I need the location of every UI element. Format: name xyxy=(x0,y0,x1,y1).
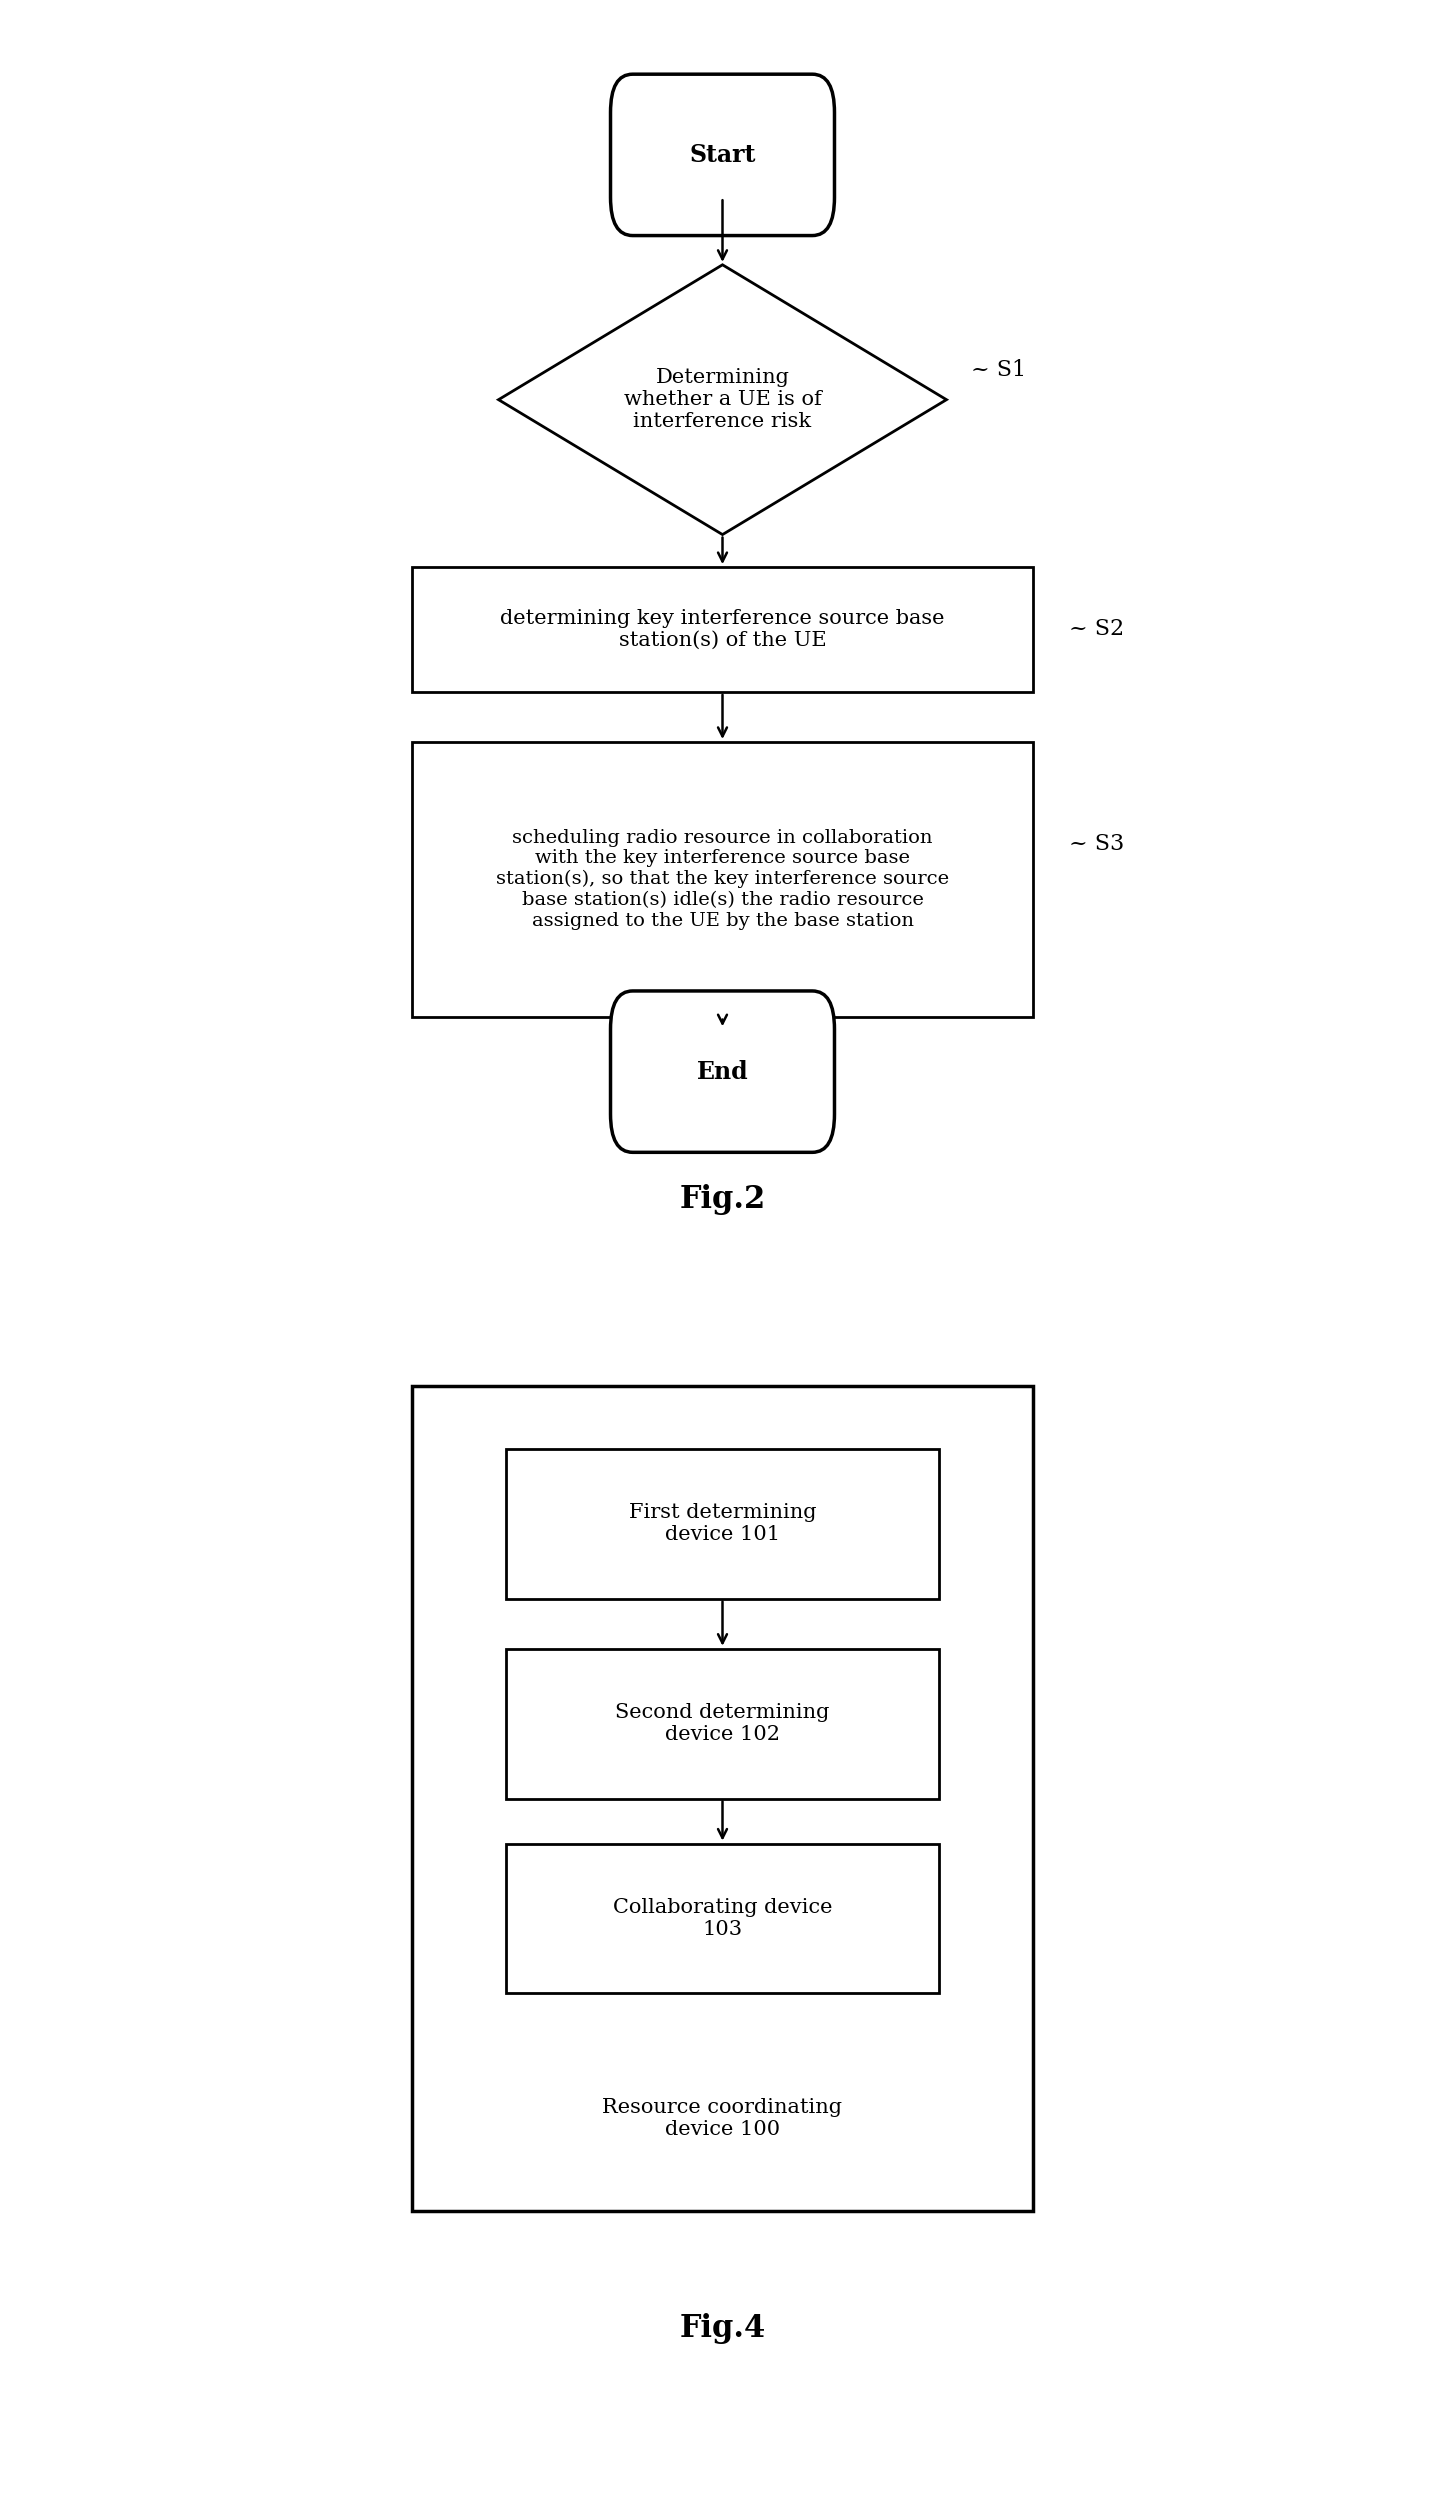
Bar xyxy=(412,1386,1033,2211)
Text: determining key interference source base
station(s) of the UE: determining key interference source base… xyxy=(500,610,945,649)
Text: scheduling radio resource in collaboration
with the key interference source base: scheduling radio resource in collaborati… xyxy=(496,829,949,929)
Bar xyxy=(412,567,1033,692)
Text: First determining
device 101: First determining device 101 xyxy=(629,1504,816,1544)
FancyBboxPatch shape xyxy=(610,75,835,235)
Text: ~ S2: ~ S2 xyxy=(1069,620,1124,639)
Bar xyxy=(506,1844,939,1993)
FancyBboxPatch shape xyxy=(610,992,835,1152)
Text: Fig.2: Fig.2 xyxy=(679,1184,766,1214)
Text: Collaborating device
103: Collaborating device 103 xyxy=(613,1898,832,1938)
Text: ~ S3: ~ S3 xyxy=(1069,834,1124,854)
Text: End: End xyxy=(696,1059,749,1084)
Bar xyxy=(506,1649,939,1799)
Text: Start: Start xyxy=(689,142,756,167)
Text: Determining
whether a UE is of
interference risk: Determining whether a UE is of interfere… xyxy=(624,367,821,432)
Text: Second determining
device 102: Second determining device 102 xyxy=(616,1704,829,1744)
Text: ~ S1: ~ S1 xyxy=(971,360,1026,380)
Bar xyxy=(506,1449,939,1599)
Bar xyxy=(412,742,1033,1017)
Polygon shape xyxy=(499,265,946,535)
Text: Resource coordinating
device 100: Resource coordinating device 100 xyxy=(603,2098,842,2138)
Text: Fig.4: Fig.4 xyxy=(679,2313,766,2343)
